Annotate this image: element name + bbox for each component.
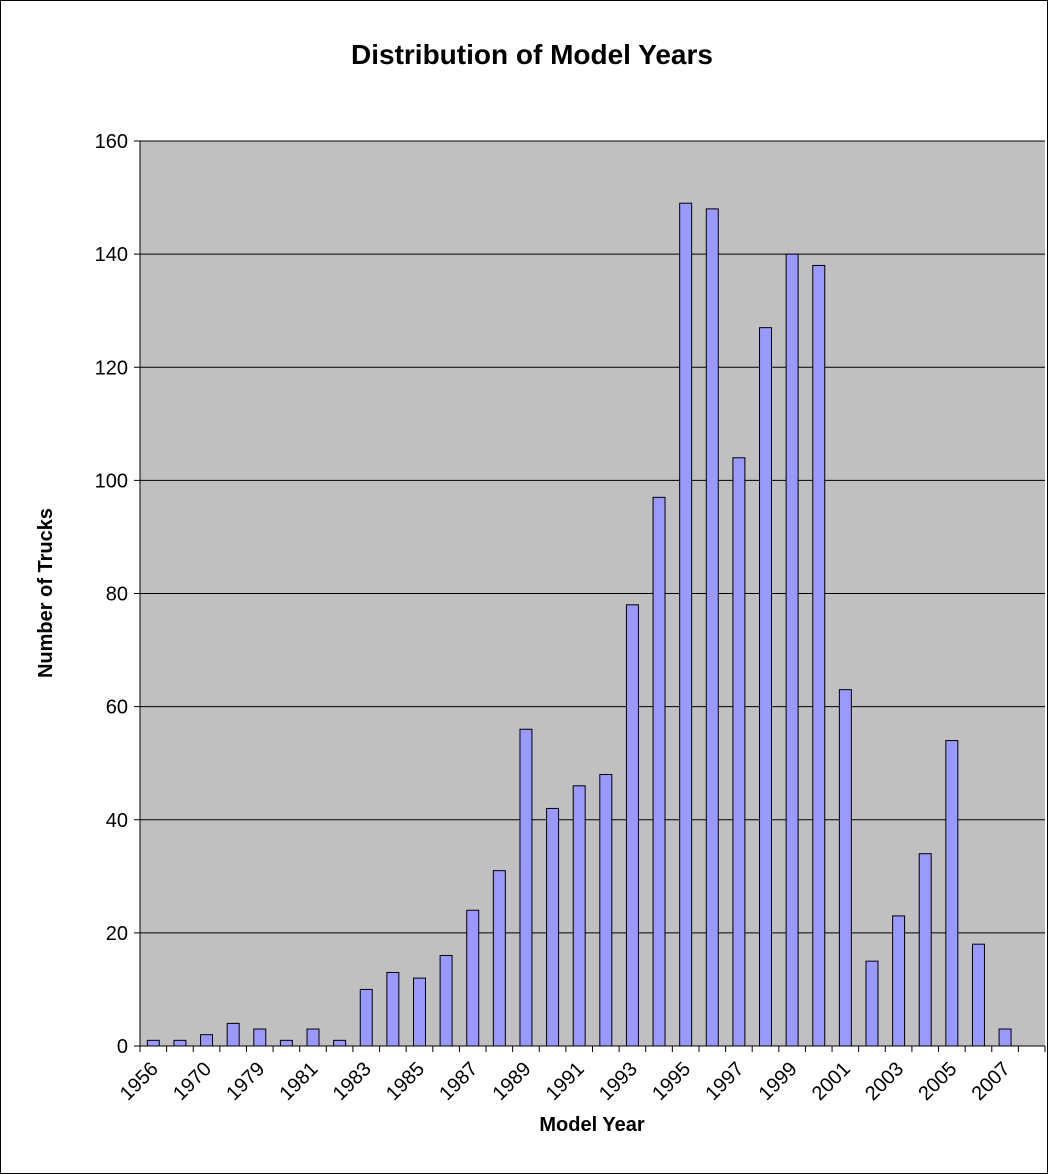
x-tick-label: 1991 [542, 1058, 589, 1105]
x-tick-label: 2003 [861, 1058, 908, 1105]
bar [865, 960, 879, 1047]
gridlines [140, 140, 1045, 934]
bar [705, 208, 719, 1047]
bar [838, 689, 852, 1047]
bar [226, 1022, 240, 1047]
bar [572, 785, 586, 1047]
bar [279, 1039, 293, 1047]
bar [971, 943, 985, 1047]
bar [466, 909, 480, 1047]
bar [945, 740, 959, 1047]
y-tick-label: 60 [106, 697, 128, 719]
x-tick-label: 1989 [488, 1058, 535, 1105]
x-tick-label: 1970 [169, 1058, 216, 1105]
x-tick-label: 1993 [595, 1058, 642, 1105]
bar [785, 253, 799, 1047]
x-axis: 1956 1970 1979 1981 1983 1985 1987 1989 1991 1993… [116, 1045, 1046, 1105]
x-tick-label: 1987 [435, 1058, 482, 1105]
bar [625, 604, 639, 1047]
x-tick-label: 2007 [968, 1058, 1015, 1105]
bar [519, 728, 533, 1047]
bar [200, 1034, 214, 1047]
bar [652, 496, 666, 1047]
x-tick-label: 2001 [808, 1058, 855, 1105]
x-tick-label: 1981 [276, 1058, 323, 1105]
bar [253, 1028, 267, 1047]
y-tick-label: 100 [95, 470, 128, 492]
y-axis-title: Number of Trucks [35, 508, 57, 678]
y-tick-label: 140 [95, 244, 128, 266]
bar [173, 1039, 187, 1047]
y-tick-label: 120 [95, 357, 128, 379]
y-axis: 0 20 40 60 80 100 120 140 160 [95, 131, 141, 1058]
y-tick-label: 160 [95, 131, 128, 153]
x-tick-label: 1979 [222, 1058, 269, 1105]
bar [306, 1028, 320, 1047]
bar [546, 807, 560, 1047]
y-tick-label: 0 [117, 1036, 128, 1058]
bar [892, 915, 906, 1047]
bar [918, 853, 932, 1047]
x-tick-label: 1983 [329, 1058, 376, 1105]
bar [998, 1028, 1012, 1047]
bar [146, 1039, 160, 1047]
bar [812, 264, 826, 1047]
bar [439, 955, 453, 1047]
x-tick-label: 1999 [755, 1058, 802, 1105]
bar [386, 971, 400, 1047]
x-tick-label: 1985 [382, 1058, 429, 1105]
bar [599, 774, 613, 1047]
bar [679, 202, 693, 1047]
chart-title: Distribution of Model Years [351, 39, 713, 70]
bar [359, 988, 373, 1047]
bar [759, 327, 773, 1047]
x-tick-label: 1956 [116, 1058, 163, 1105]
bar [333, 1039, 347, 1047]
bar [492, 870, 506, 1047]
x-axis-title: Model Year [539, 1114, 644, 1136]
bar [412, 977, 426, 1047]
y-tick-label: 40 [106, 810, 128, 832]
x-tick-label: 1995 [648, 1058, 695, 1105]
y-tick-label: 20 [106, 923, 128, 945]
x-tick-label: 2005 [914, 1058, 961, 1105]
bar-series [146, 202, 1012, 1047]
x-tick-label: 1997 [701, 1058, 748, 1105]
bar [732, 457, 746, 1047]
y-tick-label: 80 [106, 584, 128, 606]
